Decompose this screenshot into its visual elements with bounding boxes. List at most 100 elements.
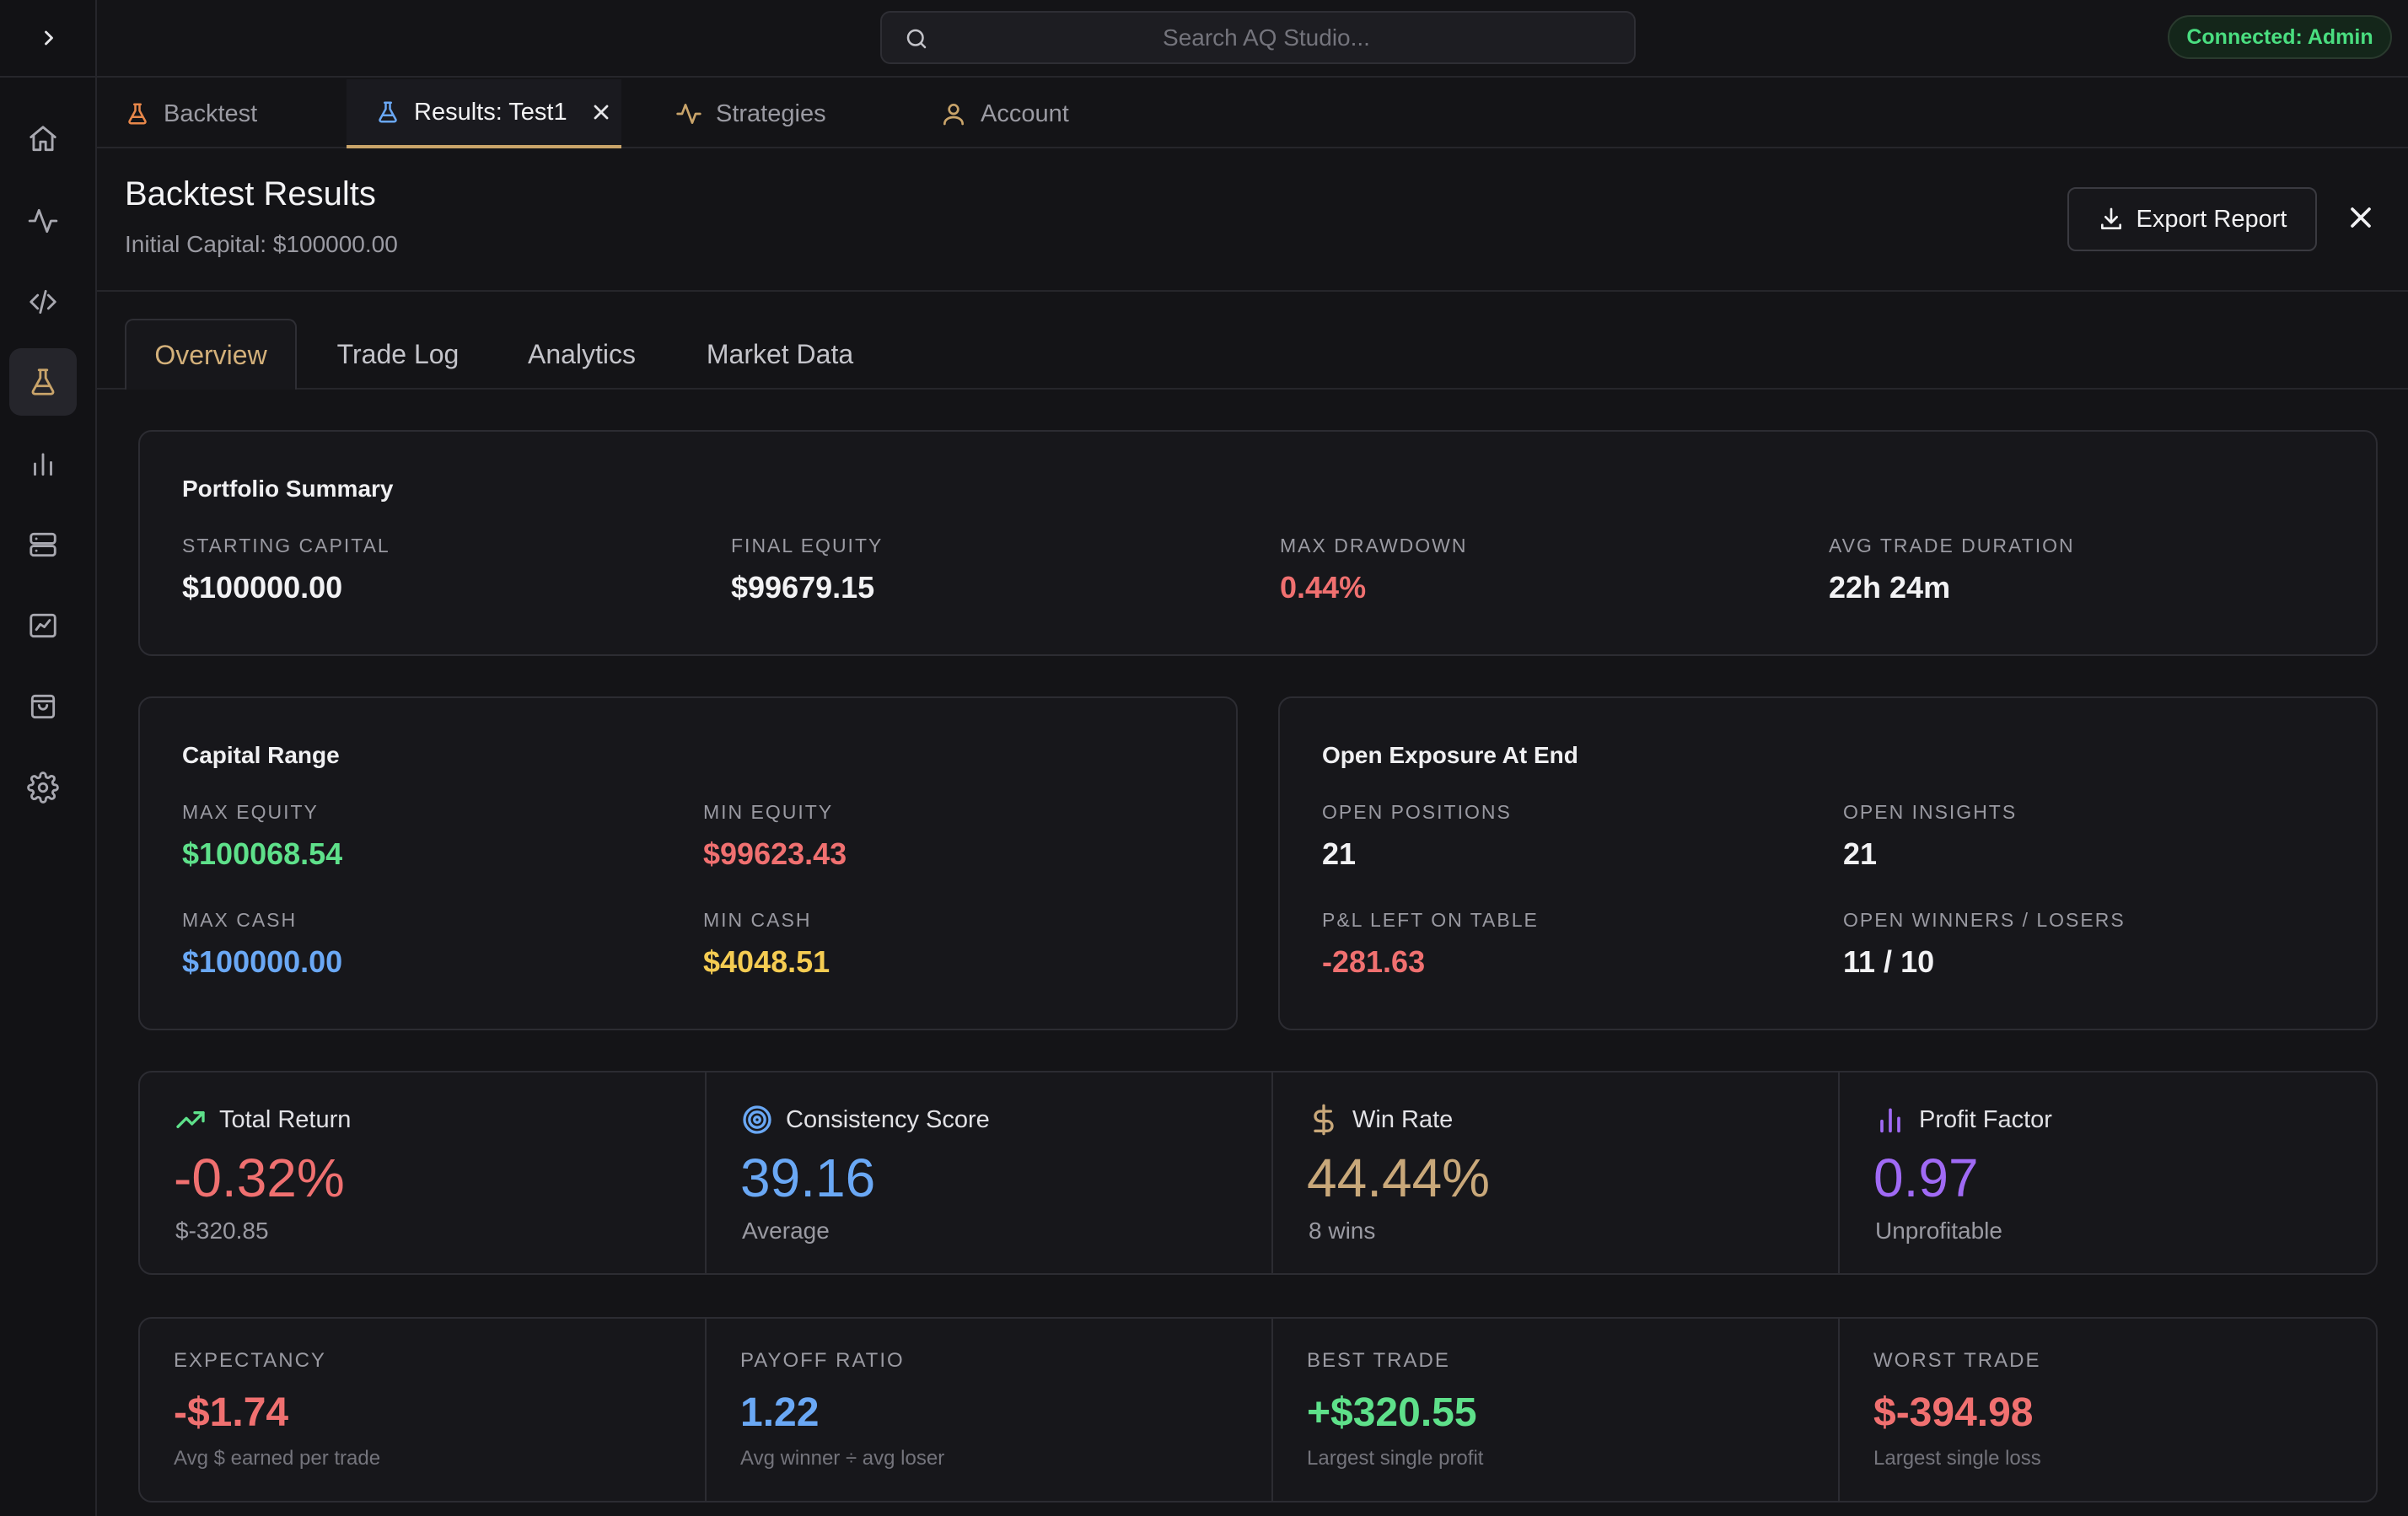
tab-label: Account bbox=[981, 99, 1069, 127]
tab-label: Results: Test1 bbox=[414, 98, 567, 126]
tab-strategies[interactable]: Strategies bbox=[675, 79, 844, 148]
tab-label: Backtest bbox=[164, 99, 258, 127]
tab-bar: Backtest Results: Test1 Strategies Accou… bbox=[97, 79, 2408, 148]
stat-label: MAX DRAWDOWN bbox=[1280, 535, 1468, 556]
metric-title-text: Win Rate bbox=[1352, 1105, 1454, 1133]
search-input[interactable] bbox=[949, 13, 1683, 62]
sidebar-item-activity[interactable] bbox=[9, 187, 77, 255]
activity-icon bbox=[28, 208, 58, 234]
sidebar-item-servers[interactable] bbox=[9, 511, 77, 578]
metric-value: +$320.55 bbox=[1307, 1390, 1477, 1435]
metric-value: 39.16 bbox=[740, 1148, 876, 1208]
metric-title: Win Rate bbox=[1307, 1103, 1453, 1137]
metric-consistency-score: Consistency Score 39.16 Average bbox=[707, 1072, 1273, 1273]
sidebar-item-charts[interactable] bbox=[9, 430, 77, 497]
metric-win-rate: Win Rate 44.44% 8 wins bbox=[1273, 1072, 1840, 1273]
sidebar-item-backtest[interactable] bbox=[9, 348, 77, 416]
connection-status-badge: Connected: Admin bbox=[2168, 15, 2392, 59]
divider bbox=[97, 388, 2408, 390]
metric-subtext: 8 wins bbox=[1309, 1218, 1376, 1244]
stat-value: $4048.51 bbox=[703, 944, 830, 979]
stat-value: 22h 24m bbox=[1829, 570, 1951, 605]
dollar-icon bbox=[1314, 1104, 1334, 1136]
activity-icon bbox=[676, 104, 701, 124]
stat-value: -281.63 bbox=[1322, 944, 1426, 979]
metric-title-text: Consistency Score bbox=[786, 1105, 990, 1133]
page-subtitle: Initial Capital: $100000.00 bbox=[125, 231, 398, 257]
stat-label: OPEN WINNERS / LOSERS bbox=[1843, 909, 2126, 931]
stat-label: MAX EQUITY bbox=[182, 801, 319, 823]
divider bbox=[97, 290, 2408, 292]
search-box[interactable] bbox=[880, 11, 1683, 64]
metric-value: -$1.74 bbox=[174, 1390, 289, 1435]
export-report-button[interactable]: Export Report bbox=[2067, 187, 2317, 251]
server-icon bbox=[30, 532, 56, 557]
metric-value: 1.22 bbox=[740, 1390, 820, 1435]
stat-label: AVG TRADE DURATION bbox=[1829, 535, 2075, 556]
close-results-button[interactable] bbox=[2344, 201, 2378, 234]
tab-backtest[interactable]: Backtest bbox=[125, 79, 268, 148]
subtab-market-data[interactable]: Market Data bbox=[706, 338, 854, 369]
trending-up-icon bbox=[176, 1111, 205, 1128]
bar-chart-icon bbox=[1880, 1108, 1900, 1133]
subtab-overview[interactable]: Overview bbox=[125, 319, 297, 390]
stat-label: OPEN INSIGHTS bbox=[1843, 801, 2018, 823]
metric-title: Profit Factor bbox=[1873, 1103, 2052, 1137]
tab-account[interactable]: Account bbox=[940, 79, 1092, 148]
sidebar-item-trading[interactable] bbox=[9, 592, 77, 659]
stat-label: MIN CASH bbox=[703, 909, 812, 931]
sidebar-item-marketplace[interactable] bbox=[9, 673, 77, 740]
metric-label: PAYOFF RATIO bbox=[740, 1349, 905, 1372]
export-report-label: Export Report bbox=[2136, 205, 2287, 233]
sidebar-expand-button[interactable] bbox=[0, 0, 97, 78]
subtab-analytics[interactable]: Analytics bbox=[527, 338, 637, 369]
target-icon bbox=[743, 1105, 771, 1134]
metric-worst-trade: WORST TRADE $-394.98 Largest single loss bbox=[1840, 1319, 2376, 1501]
metric-value: 0.97 bbox=[1873, 1148, 1979, 1208]
metric-value: -0.32% bbox=[174, 1148, 345, 1208]
tab-results-test1[interactable]: Results: Test1 bbox=[347, 79, 621, 148]
metric-expectancy: EXPECTANCY -$1.74 Avg $ earned per trade bbox=[140, 1319, 707, 1501]
metric-profit-factor: Profit Factor 0.97 Unprofitable bbox=[1840, 1072, 2376, 1273]
flask-icon bbox=[379, 101, 397, 123]
subtab-trade-log[interactable]: Trade Log bbox=[336, 338, 460, 369]
flask-icon bbox=[31, 368, 55, 395]
close-icon bbox=[2351, 207, 2371, 228]
search-icon bbox=[906, 29, 927, 49]
metric-subtext: Largest single loss bbox=[1873, 1447, 2041, 1470]
stat-value: $99679.15 bbox=[731, 570, 875, 605]
metric-subtext: Unprofitable bbox=[1875, 1218, 2002, 1244]
shopping-bag-icon bbox=[30, 694, 56, 719]
card-title: Portfolio Summary bbox=[182, 476, 394, 502]
metric-title-text: Profit Factor bbox=[1919, 1105, 2052, 1133]
stat-value: $99623.43 bbox=[703, 836, 847, 871]
close-icon[interactable] bbox=[589, 100, 613, 124]
metric-title: Total Return bbox=[174, 1103, 351, 1137]
metric-label: WORST TRADE bbox=[1873, 1349, 2041, 1372]
metric-total-return: Total Return -0.32% $-320.85 bbox=[140, 1072, 707, 1273]
stat-value: $100000.00 bbox=[182, 944, 343, 979]
bar-chart-icon bbox=[34, 453, 52, 476]
sidebar-item-settings[interactable] bbox=[9, 754, 77, 821]
stat-value: 21 bbox=[1843, 836, 1878, 871]
metric-value: $-394.98 bbox=[1873, 1390, 2034, 1435]
open-exposure-card: Open Exposure At End OPEN POSITIONS 21 O… bbox=[1278, 696, 2378, 1030]
card-title: Open Exposure At End bbox=[1322, 742, 1578, 768]
stat-label: MAX CASH bbox=[182, 909, 298, 931]
line-chart-icon bbox=[30, 613, 56, 638]
capital-range-card: Capital Range MAX EQUITY $100068.54 MIN … bbox=[138, 696, 1238, 1030]
home-icon bbox=[30, 126, 56, 152]
sidebar-item-home[interactable] bbox=[9, 105, 77, 173]
metric-value: 44.44% bbox=[1307, 1148, 1491, 1208]
card-title: Capital Range bbox=[182, 742, 340, 768]
metric-subtext: Largest single profit bbox=[1307, 1447, 1484, 1470]
stat-value: $100068.54 bbox=[182, 836, 343, 871]
sidebar-item-code[interactable] bbox=[9, 268, 77, 336]
metric-subtext: Avg winner ÷ avg loser bbox=[740, 1447, 945, 1470]
stat-value: $100000.00 bbox=[182, 570, 343, 605]
sidebar bbox=[0, 0, 97, 1516]
user-icon bbox=[943, 103, 964, 126]
metric-best-trade: BEST TRADE +$320.55 Largest single profi… bbox=[1273, 1319, 1840, 1501]
stat-value: 11 / 10 bbox=[1843, 944, 1935, 979]
tab-label: Strategies bbox=[716, 99, 826, 127]
